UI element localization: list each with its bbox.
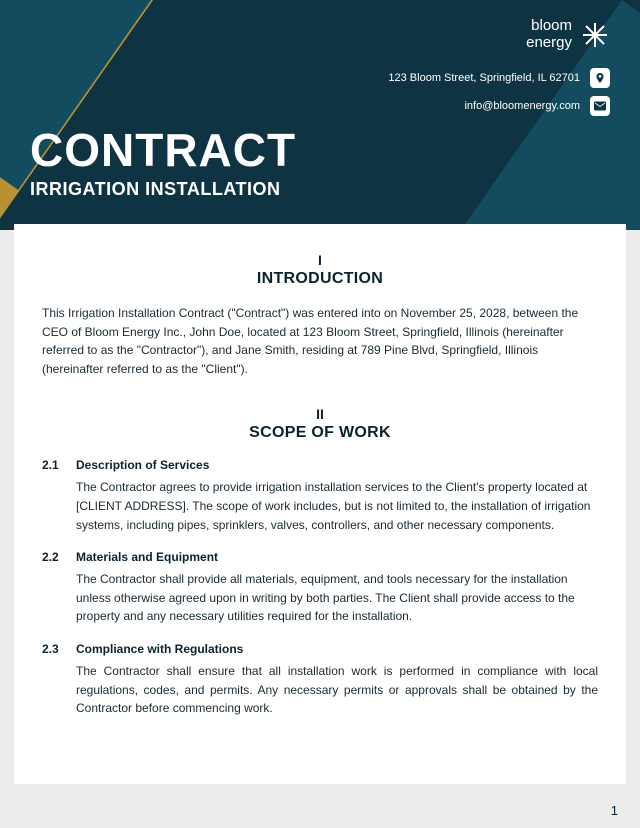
subsection-text: The Contractor agrees to provide irrigat… xyxy=(76,478,598,534)
subsection: 2.2 Materials and Equipment The Contract… xyxy=(42,550,598,626)
contact-address: 123 Bloom Street, Springfield, IL 62701 xyxy=(388,72,580,84)
section-paragraph: This Irrigation Installation Contract ("… xyxy=(42,304,598,378)
subsection-title: Compliance with Regulations xyxy=(76,642,598,656)
title-main: CONTRACT xyxy=(30,123,296,177)
section-title: SCOPE OF WORK xyxy=(42,424,598,442)
brand-name-line: energy xyxy=(526,35,572,52)
subsection-number: 2.2 xyxy=(42,550,76,626)
document-header: bloom energy 123 Bloom Street, Springfie… xyxy=(0,0,640,230)
subsection-title: Description of Services xyxy=(76,458,598,472)
title-block: CONTRACT IRRIGATION INSTALLATION xyxy=(30,123,296,200)
subsection-text: The Contractor shall provide all materia… xyxy=(76,570,598,626)
subsection-number: 2.3 xyxy=(42,642,76,718)
brand-name-line: bloom xyxy=(526,18,572,35)
contact-email: info@bloomenergy.com xyxy=(464,100,580,112)
section-number: I xyxy=(42,252,598,268)
section-number: II xyxy=(42,406,598,422)
subsection: 2.1 Description of Services The Contract… xyxy=(42,458,598,534)
contact-address-row: 123 Bloom Street, Springfield, IL 62701 xyxy=(388,68,610,88)
email-icon xyxy=(590,96,610,116)
contact-email-row: info@bloomenergy.com xyxy=(388,96,610,116)
subsection: 2.3 Compliance with Regulations The Cont… xyxy=(42,642,598,718)
page-number: 1 xyxy=(611,803,618,818)
subsection-title: Materials and Equipment xyxy=(76,550,598,564)
subsection-text: The Contractor shall ensure that all ins… xyxy=(76,662,598,718)
brand-block: bloom energy xyxy=(526,18,610,51)
subsection-number: 2.1 xyxy=(42,458,76,534)
document-body: I INTRODUCTION This Irrigation Installat… xyxy=(14,224,626,784)
brand-name: bloom energy xyxy=(526,18,572,51)
location-icon xyxy=(590,68,610,88)
title-sub: IRRIGATION INSTALLATION xyxy=(30,179,296,200)
section-title: INTRODUCTION xyxy=(42,270,598,288)
brand-logo-icon xyxy=(580,20,610,50)
contact-block: 123 Bloom Street, Springfield, IL 62701 … xyxy=(388,68,610,124)
